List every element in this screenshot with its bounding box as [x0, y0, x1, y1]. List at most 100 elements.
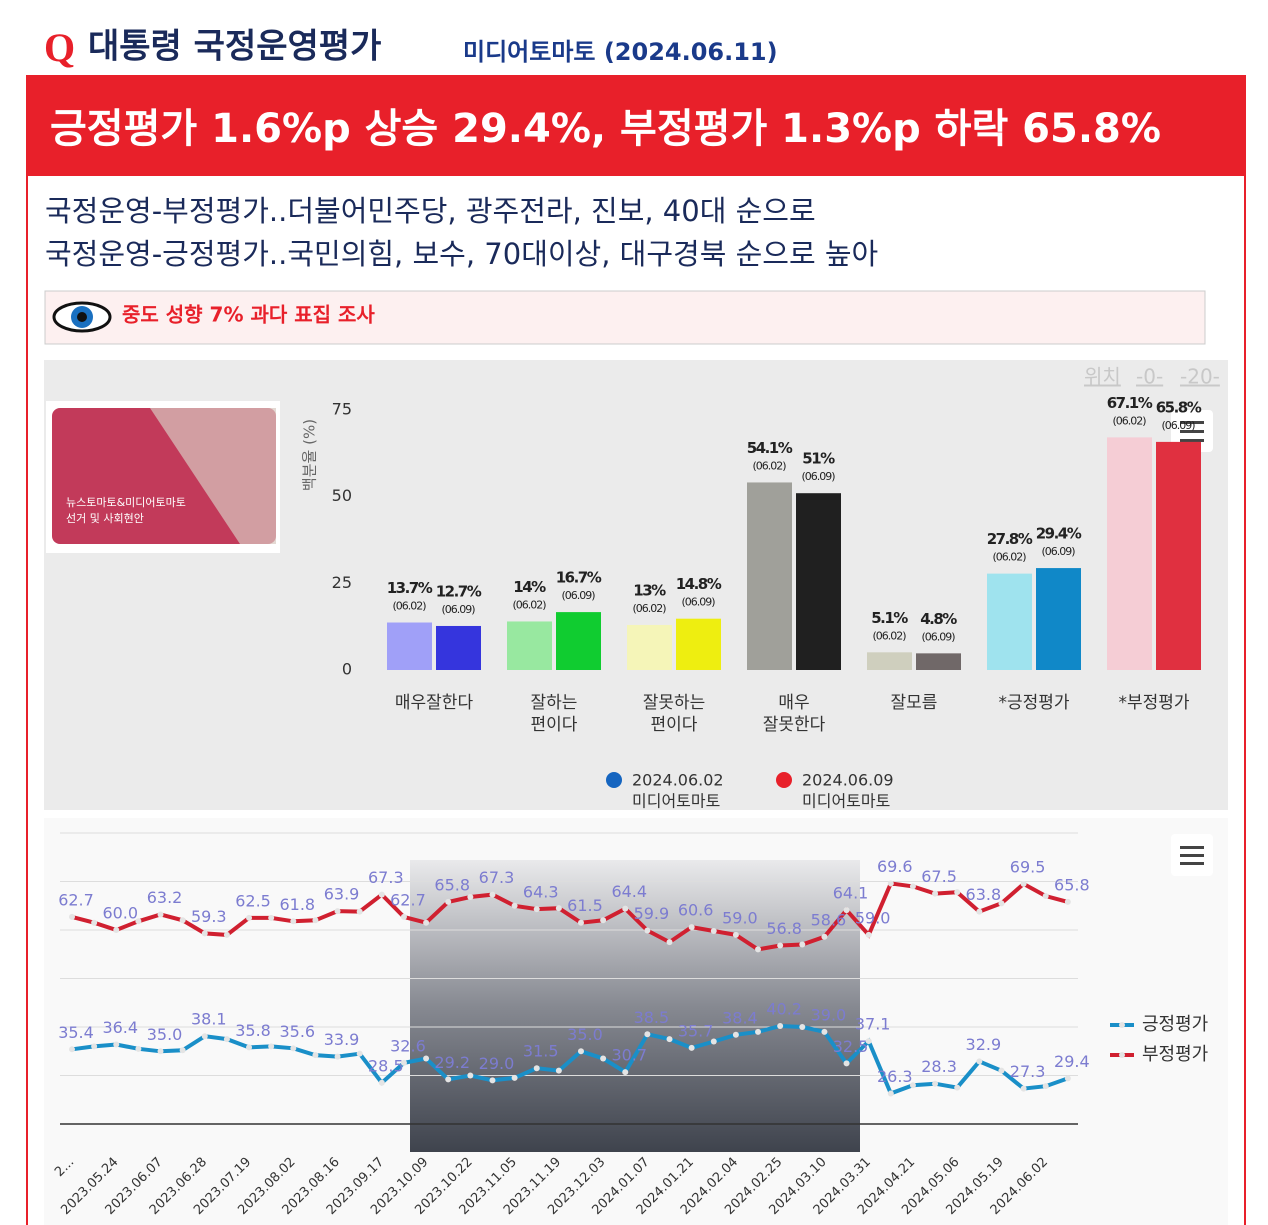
x-tick-label: 잘못하는 편이다 [643, 693, 706, 735]
point-label: 67.5 [921, 867, 957, 886]
bar-value-label: 29.4% [1036, 525, 1082, 543]
point [290, 918, 297, 925]
point [755, 946, 762, 953]
point-label: 61.8 [279, 895, 315, 914]
nav-label: 위치 [1084, 365, 1121, 389]
point-label: 62.7 [390, 890, 426, 909]
point [577, 1048, 584, 1055]
point-label: 30.7 [611, 1046, 647, 1065]
point-label: 59.0 [855, 908, 891, 927]
menu-button[interactable] [1171, 410, 1213, 452]
bar-tag: (06.02) [1112, 414, 1146, 427]
point [423, 1055, 430, 1062]
point [976, 1058, 983, 1065]
point [622, 1069, 629, 1076]
point [312, 917, 319, 924]
photo [410, 860, 860, 1152]
point [334, 908, 341, 915]
bar [556, 612, 601, 670]
point [865, 931, 872, 938]
point-label: 60.6 [678, 901, 714, 920]
bar-value-label: 13% [633, 581, 666, 599]
point [378, 1079, 385, 1086]
point [821, 933, 828, 940]
notice-text: 중도 성향 7% 과다 표집 조사 [122, 303, 375, 327]
thumbnail-text: 뉴스토마토&미디어토마토 [66, 496, 186, 509]
legend-label: 2024.06.09 [802, 771, 894, 790]
point-label: 64.1 [833, 884, 869, 903]
point-label: 38.4 [722, 1008, 758, 1027]
point-label: 26.3 [877, 1067, 913, 1086]
point [1064, 1075, 1071, 1082]
point [887, 1090, 894, 1097]
y-axis-label: 백분율 (%) [301, 419, 319, 491]
bar-value-label: 12.7% [436, 582, 482, 600]
y-tick-label: 75 [332, 400, 352, 419]
nav-link[interactable]: -20- [1180, 365, 1220, 389]
point-label: 28.5 [368, 1056, 404, 1075]
point [489, 891, 496, 898]
x-tick-line: 잘못한다 [763, 715, 826, 735]
point [312, 1052, 319, 1059]
legend-label: 2024.06.02 [632, 771, 724, 790]
point-label: 32.9 [966, 1035, 1002, 1054]
x-tick-line: 매우 [778, 693, 809, 713]
point-label: 67.3 [479, 868, 515, 887]
point [1020, 1085, 1027, 1092]
point-label: 64.4 [611, 882, 647, 901]
point [865, 1038, 872, 1045]
bar-value-label: 16.7% [556, 569, 602, 587]
series-line [71, 1023, 1069, 1096]
point [777, 942, 784, 949]
bar-tag: (06.02) [392, 600, 426, 613]
point [887, 880, 894, 887]
point-label: 60.0 [102, 904, 138, 923]
point-label: 29.4 [1054, 1052, 1090, 1071]
legend-source: 미디어토마토 [632, 792, 720, 811]
point [600, 917, 607, 924]
point-label: 56.8 [766, 919, 802, 938]
point [157, 1048, 164, 1055]
q-mark: Q [44, 25, 75, 70]
point [732, 931, 739, 938]
legend-dot [1119, 1052, 1125, 1058]
bar-value-label: 54.1% [747, 439, 793, 457]
point [710, 1038, 717, 1045]
summary-line: 국정운영-부정평가..더불어민주당, 광주전라, 진보, 40대 순으로 [45, 194, 816, 228]
point-label: 69.6 [877, 857, 913, 876]
nav-link[interactable]: -0- [1136, 365, 1163, 389]
point [644, 1031, 651, 1038]
point [69, 913, 75, 920]
point [489, 1077, 496, 1084]
point-label: 37.1 [855, 1015, 891, 1034]
point-label: 40.2 [766, 1000, 802, 1019]
bar [1156, 441, 1201, 670]
point-label: 35.7 [678, 1021, 714, 1040]
point [223, 931, 230, 938]
x-tick-line: 편이다 [651, 715, 698, 735]
point-label: 61.5 [567, 896, 603, 915]
point [445, 898, 452, 905]
point [932, 1080, 939, 1087]
point [954, 1084, 961, 1091]
summary-line: 국정운영-긍정평가..국민의힘, 보수, 70대이상, 대구경북 순으로 높아 [45, 237, 878, 271]
point [467, 894, 474, 901]
point [821, 1028, 828, 1035]
point [688, 924, 695, 931]
source: 미디어토마토 (2024.06.11) [463, 38, 778, 66]
bar-value-label: 51% [802, 450, 835, 468]
point-label: 63.9 [324, 885, 360, 904]
point [577, 919, 584, 926]
point [223, 1036, 230, 1043]
point [356, 908, 363, 915]
y-tick-label: 50 [332, 486, 352, 505]
bar-value-label: 13.7% [387, 579, 433, 597]
banner [27, 76, 1245, 176]
point [268, 914, 275, 921]
x-tick-line: 편이다 [531, 715, 578, 735]
point [179, 1047, 186, 1054]
menu-button[interactable] [1171, 834, 1213, 876]
point [113, 1041, 120, 1048]
bar [507, 621, 552, 670]
